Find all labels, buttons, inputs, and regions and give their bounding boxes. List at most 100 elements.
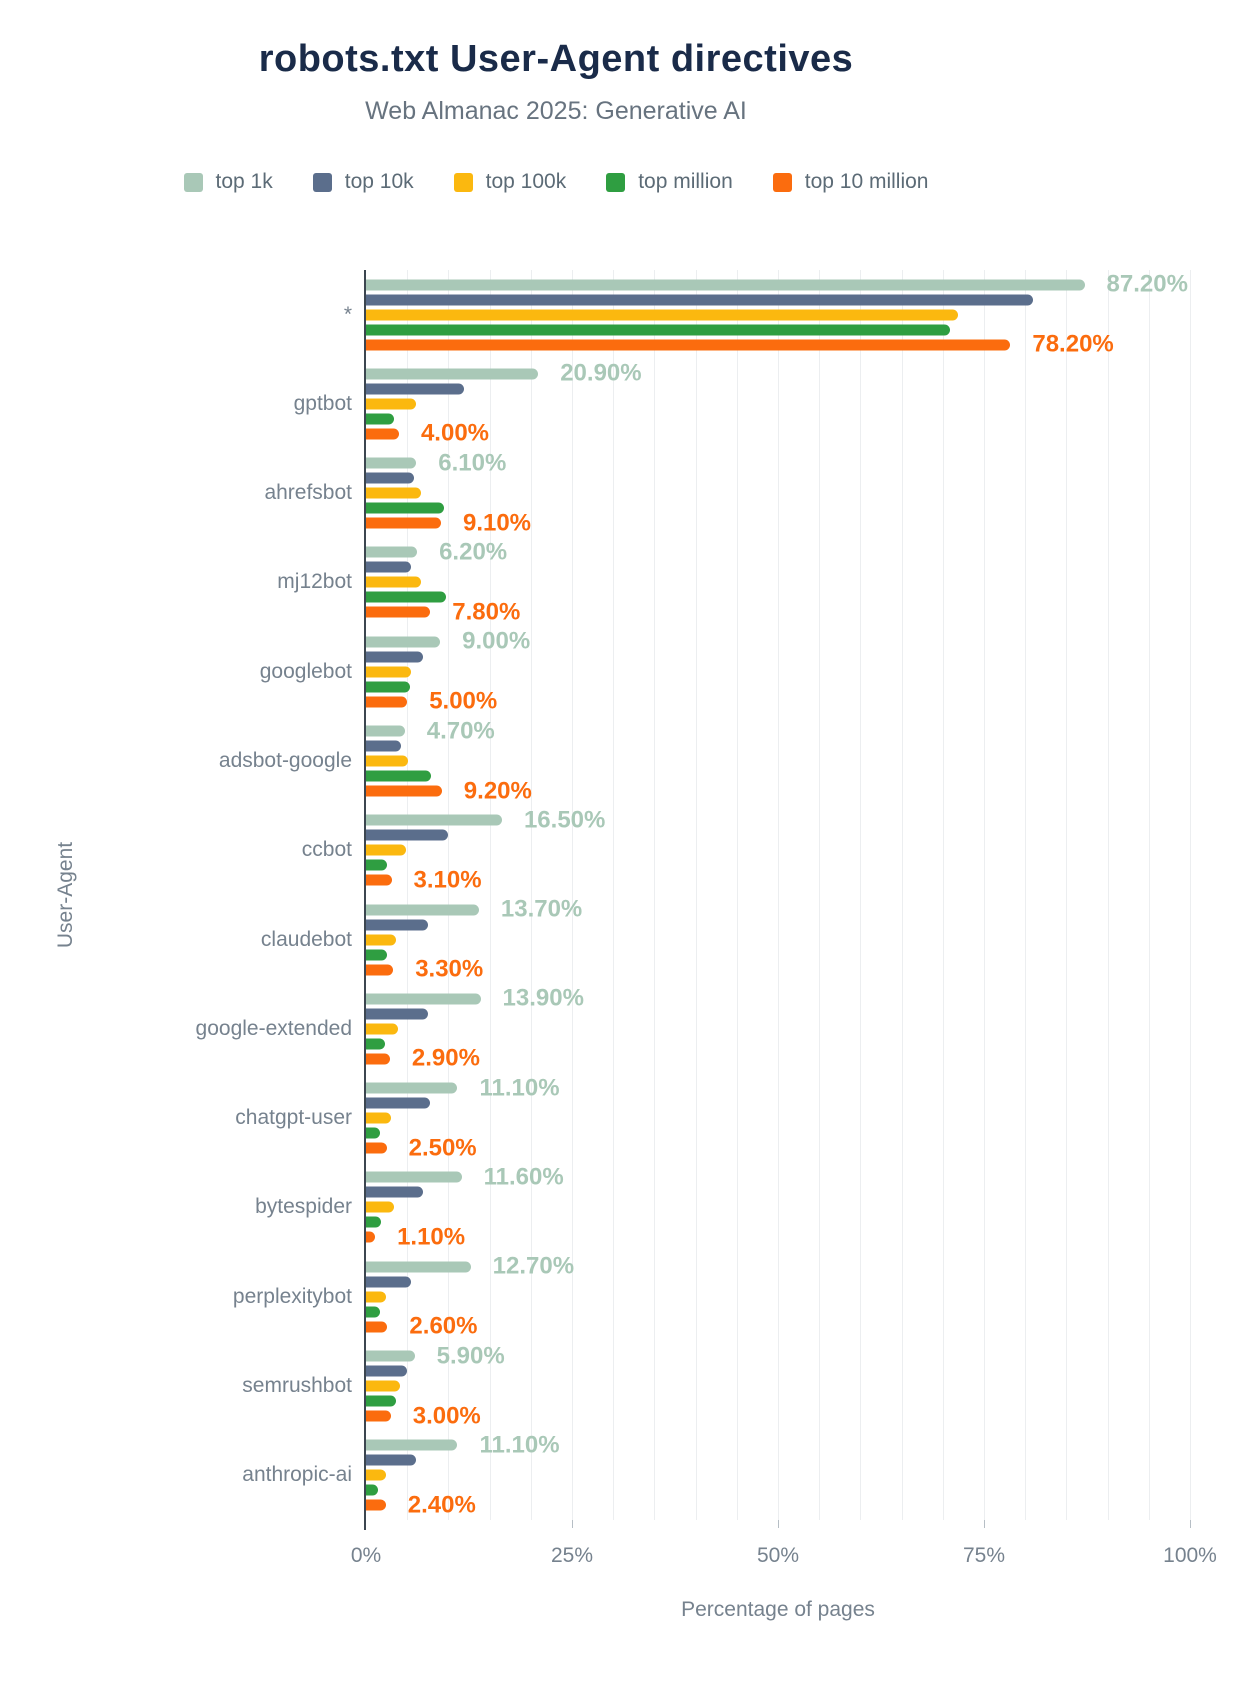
bar-top-million-gptbot: [366, 413, 395, 425]
bar-track: [366, 1291, 1190, 1303]
x-tick-mark-25: [572, 1520, 573, 1528]
bar-track: [366, 324, 1190, 336]
bar-track: [366, 383, 1190, 395]
bar-top-million-googlebot: [366, 681, 410, 693]
gridline: [613, 270, 615, 1520]
bar-top-10k-star: [366, 294, 1034, 306]
category-label-mj12bot: mj12bot: [277, 570, 352, 594]
bar-group-anthropic-ai: 11.10% 2.40%: [366, 1433, 1190, 1517]
bar-top-million-chatgpt-user: [366, 1127, 380, 1139]
bar-track: [366, 1454, 1190, 1466]
bar-track: [366, 1186, 1190, 1198]
gridline: [1190, 270, 1191, 1520]
legend-label-top-10-million: top 10 million: [804, 170, 929, 193]
bar-top-10k-google-extended: [366, 1008, 428, 1020]
bar-top-100k-chatgpt-user: [366, 1112, 391, 1124]
value-label-top-1k-adsbot-google: 4.70%: [426, 717, 495, 745]
bar-track: [366, 398, 1190, 410]
bar-track: 4.70%: [366, 719, 1190, 743]
category-label-ccbot: ccbot: [301, 838, 352, 862]
legend-item-top-10k[interactable]: top 10k: [312, 170, 414, 194]
value-label-top-1k-perplexitybot: 12.70%: [492, 1252, 575, 1280]
gridline: [860, 270, 862, 1520]
bar-track: [366, 1276, 1190, 1288]
bar-group-perplexitybot: 12.70% 2.60%: [366, 1254, 1190, 1338]
bar-track: 13.90%: [366, 986, 1190, 1010]
bar-top-100k-star: [366, 309, 958, 321]
bar-group-gptbot: 20.90% 4.00%: [366, 361, 1190, 445]
bar-track: [366, 651, 1190, 663]
legend-swatch-top-million: [606, 172, 626, 192]
bar-track: 7.80%: [366, 600, 1190, 624]
bar-track: 11.10%: [366, 1433, 1190, 1457]
bar-top-10-million-claudebot: [366, 964, 394, 976]
gridline: [1148, 270, 1150, 1520]
bar-top-10-million-ahrefsbot: [366, 517, 441, 529]
bar-top-100k-google-extended: [366, 1023, 399, 1035]
bar-track: [366, 294, 1190, 306]
gridline: [901, 270, 903, 1520]
bar-top-1k-anthropic-ai: [366, 1439, 458, 1451]
bar-track: 6.10%: [366, 451, 1190, 475]
bar-top-10-million-chatgpt-user: [366, 1142, 387, 1154]
gridline: [1025, 270, 1027, 1520]
bar-track: [366, 1112, 1190, 1124]
chart-title: robots.txt User-Agent directives: [258, 38, 854, 80]
x-tick-label-0: 0%: [350, 1544, 382, 1567]
x-tick-label-75: 75%: [962, 1544, 1006, 1567]
gridline: [819, 270, 821, 1520]
value-label-top-10-million-googlebot: 5.00%: [429, 687, 498, 715]
bar-track: [366, 919, 1190, 931]
bar-track: [366, 591, 1190, 603]
bar-top-1k-googlebot: [366, 636, 441, 648]
bar-group-bytespider: 11.60% 1.10%: [366, 1165, 1190, 1249]
bar-track: [366, 755, 1190, 767]
bar-track: [366, 576, 1190, 588]
y-axis-title: User-Agent: [54, 841, 77, 949]
bar-track: [366, 1469, 1190, 1481]
category-row-ahrefsbot: ahrefsbot 6.10% 9.10%: [264, 449, 1190, 538]
bar-top-10k-googlebot: [366, 651, 423, 663]
bar-track: [366, 681, 1190, 693]
bar-track: [366, 949, 1190, 961]
bar-track: 78.20%: [366, 332, 1190, 356]
gridline: [448, 270, 450, 1520]
category-row-claudebot: claudebot 13.70% 3.30%: [261, 895, 1190, 984]
bar-track: [366, 502, 1190, 514]
value-label-top-1k-star: 87.20%: [1106, 270, 1188, 298]
bar-track: 3.30%: [366, 957, 1190, 981]
bar-top-1k-claudebot: [366, 904, 479, 916]
bar-group-mj12bot: 6.20% 7.80%: [366, 540, 1190, 624]
bar-track: 13.70%: [366, 897, 1190, 921]
bar-top-1k-gptbot: [366, 368, 539, 380]
bar-top-10k-bytespider: [366, 1186, 423, 1198]
bar-track: 2.40%: [366, 1493, 1190, 1517]
bar-group-star: 87.20% 78.20%: [366, 272, 1190, 356]
bar-top-million-semrushbot: [366, 1395, 396, 1407]
bar-track: 11.60%: [366, 1165, 1190, 1189]
legend-item-top-100k[interactable]: top 100k: [453, 170, 566, 194]
value-label-top-10-million-anthropic-ai: 2.40%: [407, 1491, 476, 1519]
category-label-chatgpt-user: chatgpt-user: [235, 1106, 352, 1130]
bar-track: [366, 1201, 1190, 1213]
bar-top-100k-mj12bot: [366, 576, 422, 588]
gridline: [778, 270, 779, 1520]
x-axis-title: Percentage of pages: [681, 1598, 875, 1621]
bar-group-ahrefsbot: 6.10% 9.10%: [366, 451, 1190, 535]
bar-track: [366, 666, 1190, 678]
gridline: [984, 270, 985, 1520]
gridline: [654, 270, 656, 1520]
gridline: [1107, 270, 1109, 1520]
gridline: [572, 270, 573, 1520]
bar-top-100k-anthropic-ai: [366, 1469, 386, 1481]
bar-track: 2.90%: [366, 1046, 1190, 1070]
legend-swatch-top-10-million: [772, 172, 792, 192]
legend-item-top-1k[interactable]: top 1k: [183, 170, 273, 194]
value-label-top-10-million-ccbot: 3.10%: [413, 866, 482, 894]
legend-item-top-10-million[interactable]: top 10 million: [772, 170, 929, 194]
bar-track: 16.50%: [366, 808, 1190, 832]
legend-item-top-million[interactable]: top million: [606, 170, 733, 194]
value-label-top-10-million-google-extended: 2.90%: [411, 1044, 480, 1072]
bar-group-google-extended: 13.90% 2.90%: [366, 986, 1190, 1070]
value-label-top-1k-ahrefsbot: 6.10%: [438, 449, 507, 477]
